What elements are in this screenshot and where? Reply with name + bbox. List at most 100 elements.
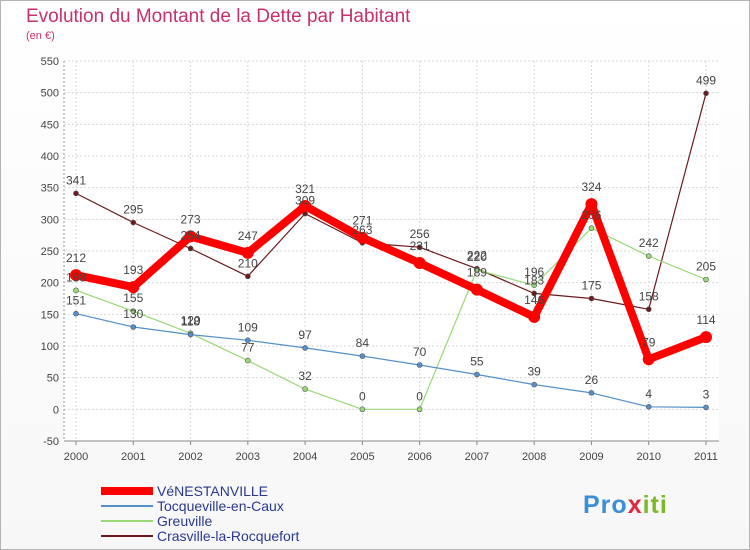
data-point: [531, 290, 537, 297]
data-point: [470, 283, 483, 296]
proxiti-logo: Proxiti: [583, 491, 668, 519]
legend-item: Greuville: [101, 514, 401, 529]
data-label: 321: [295, 182, 315, 196]
data-label: 220: [467, 250, 487, 264]
data-label: 26: [585, 373, 599, 387]
legend-label: Tocqueville-en-Caux: [157, 498, 284, 514]
data-point: [645, 253, 652, 259]
x-tick-label: 2003: [236, 451, 260, 463]
data-label: 193: [123, 263, 143, 277]
data-point: [416, 244, 423, 250]
data-point: [531, 282, 537, 289]
data-label: 196: [524, 265, 544, 279]
data-label: 183: [524, 273, 544, 287]
chart-subtitle: (en €): [26, 30, 55, 42]
y-tick-label: 550: [41, 56, 59, 68]
series-line-3: [75, 200, 708, 364]
data-point: [359, 406, 366, 413]
data-point: [187, 245, 194, 252]
data-label: 39: [528, 365, 542, 379]
data-label: 188: [66, 270, 86, 284]
data-label: 212: [66, 251, 86, 265]
data-label: 256: [410, 227, 430, 241]
legend-item: Crasville-la-Rocquefort: [101, 529, 401, 544]
legend-swatch: [101, 535, 153, 537]
legend-label: Greuville: [157, 513, 213, 529]
x-tick-label: 2006: [407, 451, 431, 463]
y-tick-label: 200: [41, 278, 59, 290]
data-label: 271: [352, 214, 372, 228]
data-point: [302, 386, 308, 392]
x-tick-label: 2002: [178, 451, 202, 463]
y-tick-label: 500: [41, 88, 59, 100]
data-label: 155: [123, 291, 143, 305]
data-point: [73, 310, 79, 317]
data-point: [474, 371, 480, 378]
legend-item: VéNESTANVILLE: [101, 484, 401, 499]
y-tick-label: 50: [47, 373, 59, 385]
data-label: 273: [181, 212, 201, 226]
data-label: 146: [524, 293, 544, 307]
data-point: [299, 200, 312, 213]
data-label: 158: [639, 289, 659, 303]
x-tick-label: 2008: [522, 451, 546, 463]
data-point: [703, 276, 709, 283]
data-label: 109: [238, 320, 258, 334]
data-label: 120: [181, 313, 201, 327]
y-tick-label: 450: [41, 119, 59, 131]
data-point: [528, 310, 541, 323]
x-tick-label: 2010: [636, 451, 660, 463]
data-label: 118: [181, 315, 200, 329]
data-label: 210: [238, 256, 258, 270]
data-label: 0: [359, 389, 366, 403]
data-point: [588, 225, 595, 231]
x-tick-label: 2007: [465, 451, 489, 463]
data-point: [241, 246, 254, 259]
y-tick-label: 400: [41, 151, 59, 163]
series-line-2: [75, 313, 707, 408]
data-label: 286: [581, 208, 601, 222]
x-tick-label: 2005: [350, 451, 374, 463]
x-tick-label: 2004: [293, 451, 317, 463]
data-label: 130: [123, 307, 143, 321]
data-point: [184, 230, 197, 243]
data-point: [130, 219, 137, 226]
data-point: [531, 381, 537, 388]
data-label: 70: [413, 345, 427, 359]
data-point: [127, 281, 140, 294]
data-point: [703, 404, 709, 411]
y-tick-label: -50: [43, 436, 59, 448]
data-label: 242: [639, 236, 659, 250]
data-point: [302, 345, 308, 351]
data-label: 247: [238, 229, 258, 243]
data-point: [73, 190, 79, 197]
data-point: [703, 90, 709, 97]
data-label: 205: [696, 260, 716, 274]
data-point: [588, 295, 595, 302]
data-label: 3: [703, 387, 710, 401]
data-point: [356, 231, 369, 244]
data-label: 114: [696, 313, 715, 327]
legend-label: Crasville-la-Rocquefort: [157, 528, 300, 544]
y-tick-label: 150: [41, 309, 59, 321]
data-label: 151: [66, 294, 86, 308]
data-point: [187, 331, 194, 338]
chart-title: Evolution du Montant de la Dette par Hab…: [26, 6, 411, 27]
data-point: [359, 353, 366, 359]
x-tick-label: 2000: [64, 451, 88, 463]
chart-legend: VéNESTANVILLE Tocqueville-en-Caux Greuvill…: [101, 484, 401, 544]
y-tick-label: 250: [41, 246, 59, 258]
data-label: 254: [181, 228, 201, 242]
data-point: [130, 308, 137, 314]
data-label: 499: [696, 73, 716, 87]
x-tick-label: 2009: [579, 451, 603, 463]
data-label: 222: [467, 249, 487, 263]
data-point: [700, 331, 712, 344]
y-tick-label: 350: [41, 183, 59, 195]
data-label: 175: [581, 279, 601, 293]
x-tick-label: 2011: [694, 451, 718, 463]
data-label: 84: [356, 336, 370, 350]
data-label: 4: [645, 387, 652, 401]
data-point: [245, 337, 251, 344]
